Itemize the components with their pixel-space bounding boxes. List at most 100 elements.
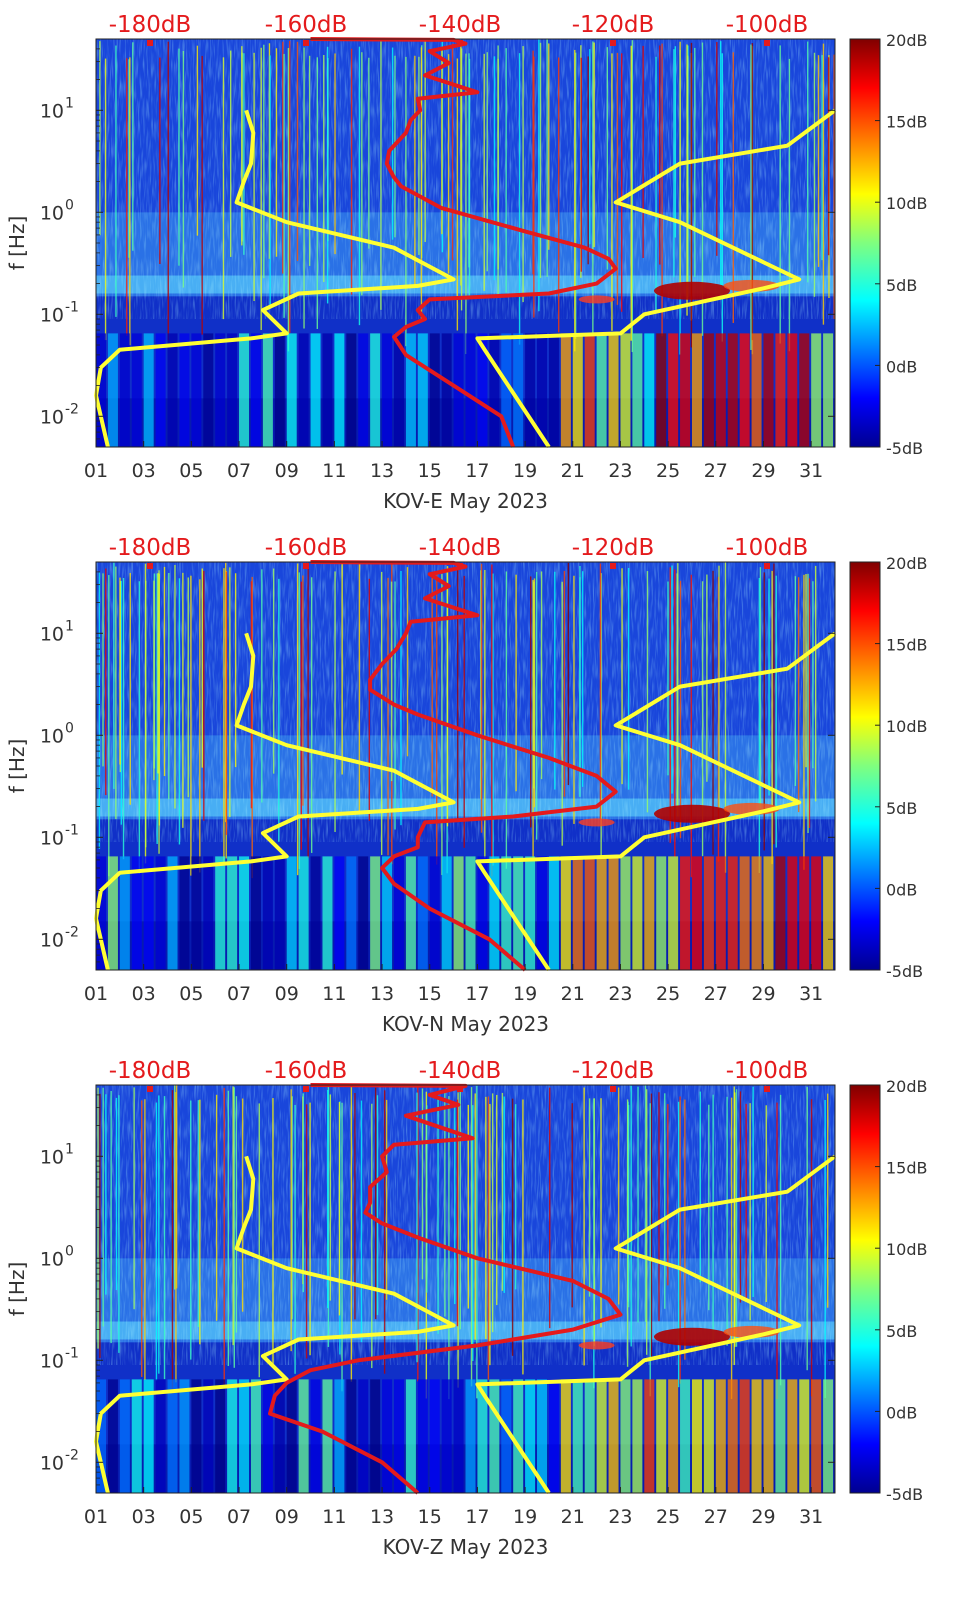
transient-streak — [637, 1086, 639, 1323]
lowfreq-column — [215, 856, 226, 970]
lowfreq-column — [715, 856, 726, 970]
transient-streak — [158, 570, 160, 854]
x-tick-label: 15 — [418, 983, 442, 1005]
colorbar — [849, 561, 881, 971]
transient-streak — [196, 45, 199, 236]
colorbar-label: 20dB — [886, 31, 928, 50]
transient-streak — [667, 1103, 669, 1286]
transient-streak — [174, 1085, 176, 1290]
transient-streak — [522, 1099, 524, 1375]
lowfreq-column — [596, 1379, 607, 1493]
lowfreq-column — [727, 333, 738, 447]
lowfreq-column — [751, 1379, 762, 1493]
x-tick-label: 15 — [418, 1506, 442, 1528]
transient-streak — [514, 1104, 517, 1290]
transient-streak — [454, 1103, 456, 1305]
transient-streak — [549, 1087, 551, 1329]
x-tick-label: 13 — [370, 460, 394, 482]
lowfreq-column — [668, 856, 679, 970]
transient-streak — [145, 580, 147, 848]
storm-hotspot — [653, 804, 730, 823]
noise-model-curve-1 — [94, 1155, 456, 1494]
lowfreq-column — [215, 333, 226, 447]
transient-streak — [122, 577, 125, 860]
transient-streak — [533, 56, 535, 318]
lowfreq-column — [691, 333, 702, 447]
transient-streak — [701, 42, 704, 336]
transient-streak — [593, 42, 595, 248]
noise-model-curve-1 — [94, 109, 456, 448]
lowfreq-column — [584, 333, 595, 447]
top-db-marker — [457, 1086, 463, 1092]
transient-streak — [303, 47, 305, 329]
transient-streak — [424, 40, 426, 243]
transient-streak — [451, 43, 454, 261]
transient-streak — [171, 1090, 174, 1395]
lowfreq-column — [477, 1379, 488, 1493]
transient-streak — [282, 41, 284, 274]
transient-streak — [385, 1099, 388, 1300]
transient-streak — [706, 574, 708, 782]
top-db-marker — [610, 40, 616, 46]
transient-streak — [554, 571, 556, 790]
transient-streak — [583, 1087, 585, 1366]
transient-streak — [358, 46, 361, 326]
lowfreq-column — [572, 1379, 583, 1493]
transient-streak — [138, 581, 141, 874]
transient-streak — [739, 1091, 742, 1303]
lowfreq-column — [596, 856, 607, 970]
lowfreq-column — [155, 856, 166, 970]
lowfreq-column — [715, 333, 726, 447]
transient-streak — [752, 1086, 754, 1297]
x-tick-label: 05 — [179, 1506, 203, 1528]
transient-streak — [726, 1096, 728, 1346]
noise-model-curve-2 — [475, 1154, 837, 1495]
transient-streak — [620, 53, 623, 312]
transient-streak — [626, 1099, 629, 1367]
transient-streak — [779, 45, 781, 344]
lowfreq-column — [382, 333, 393, 447]
lowfreq-column — [250, 856, 261, 970]
colorbar-label: 10dB — [886, 194, 928, 213]
y-axis-title: f [Hz] — [5, 739, 29, 794]
transient-streak — [368, 57, 370, 249]
y-tick-label-base: 10 — [40, 827, 64, 849]
y-tick-label-base: 10 — [40, 725, 64, 747]
transient-streak — [600, 573, 602, 857]
y-tick-label-base: 10 — [40, 1248, 64, 1270]
y-axis-title: f [Hz] — [5, 216, 29, 271]
transient-streak — [380, 41, 382, 310]
transient-streak — [630, 1085, 632, 1347]
transient-streak — [414, 55, 416, 287]
lowfreq-column — [787, 1379, 798, 1493]
top-db-label: -100dB — [726, 1058, 809, 1084]
transient-streak — [794, 576, 797, 786]
lowfreq-column — [405, 1379, 416, 1493]
transient-streak — [275, 48, 278, 257]
lowfreq-column — [298, 856, 309, 970]
lowfreq-column — [441, 856, 452, 970]
transient-streak — [436, 572, 438, 865]
transient-streak — [447, 54, 450, 274]
transient-streak — [684, 1099, 686, 1360]
top-db-label: -100dB — [726, 535, 809, 561]
lowfreq-column — [644, 856, 655, 970]
lowfreq-column — [608, 1379, 619, 1493]
x-tick-label: 11 — [322, 1506, 346, 1528]
lowfreq-column — [691, 1379, 702, 1493]
noise-texture — [96, 562, 835, 842]
transient-streak — [750, 44, 752, 350]
transient-streak — [283, 53, 285, 318]
transient-streak — [716, 42, 718, 256]
transient-streak — [182, 50, 185, 288]
lowfreq-column — [107, 856, 118, 970]
lowfreq-column — [775, 333, 786, 447]
transient-streak — [307, 568, 309, 859]
transient-streak — [99, 1093, 101, 1359]
x-tick-label: 01 — [84, 983, 108, 1005]
lowfreq-column — [96, 1379, 107, 1493]
y-tick-label-exponent: -2 — [65, 1447, 79, 1463]
top-db-label: -120dB — [572, 1058, 655, 1084]
x-tick-label: 09 — [275, 983, 299, 1005]
lowfreq-column — [751, 333, 762, 447]
